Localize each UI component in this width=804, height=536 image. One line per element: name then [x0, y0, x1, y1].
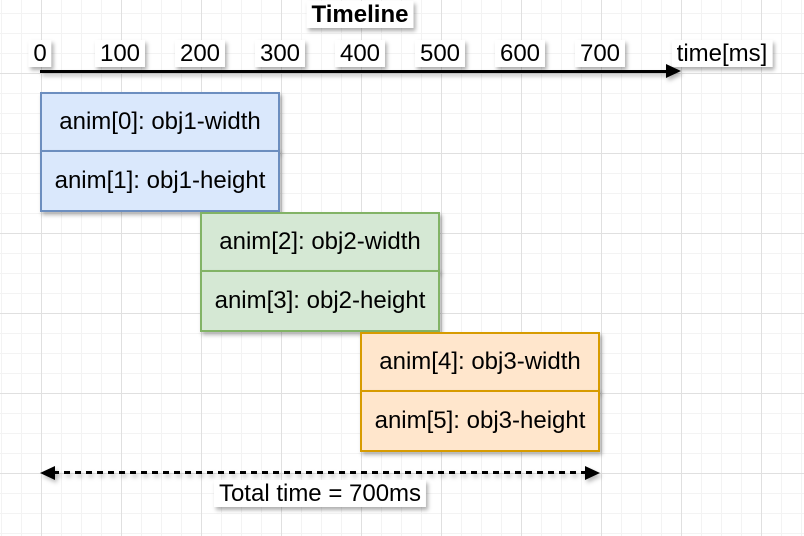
axis-tick-label[interactable]: 600	[494, 40, 546, 67]
timeline-bar[interactable]: anim[3]: obj2-height	[200, 270, 440, 332]
timeline-bar[interactable]: anim[1]: obj1-height	[40, 150, 280, 212]
diagram-title[interactable]: Timeline	[306, 1, 414, 28]
total-time-dashed-line	[53, 471, 587, 474]
axis-tick-label[interactable]: 300	[254, 40, 306, 67]
timeline-bar[interactable]: anim[2]: obj2-width	[200, 212, 440, 272]
bar-label: anim[3]: obj2-height	[214, 287, 426, 314]
axis-tick-label[interactable]: 0	[28, 40, 52, 67]
axis-arrowhead-right-icon	[666, 64, 681, 78]
time-axis-line	[40, 70, 667, 73]
bar-label: anim[5]: obj3-height	[374, 407, 586, 434]
axis-unit-label[interactable]: time[ms]	[671, 40, 773, 67]
axis-tick-label[interactable]: 700	[574, 40, 626, 67]
total-time-label[interactable]: Total time = 700ms	[213, 480, 427, 507]
bar-label: anim[1]: obj1-height	[54, 167, 266, 194]
timeline-bar[interactable]: anim[0]: obj1-width	[40, 92, 280, 152]
bar-label: anim[4]: obj3-width	[379, 348, 581, 375]
axis-tick-label[interactable]: 400	[334, 40, 386, 67]
timeline-bar[interactable]: anim[5]: obj3-height	[360, 390, 600, 452]
bar-label: anim[0]: obj1-width	[59, 108, 261, 135]
axis-tick-label[interactable]: 500	[414, 40, 466, 67]
axis-tick-label[interactable]: 100	[94, 40, 146, 67]
axis-tick-label[interactable]: 200	[174, 40, 226, 67]
arrowhead-left-icon	[40, 466, 55, 480]
arrowhead-right-icon	[585, 466, 600, 480]
timeline-bar[interactable]: anim[4]: obj3-width	[360, 332, 600, 392]
bar-label: anim[2]: obj2-width	[219, 228, 421, 255]
